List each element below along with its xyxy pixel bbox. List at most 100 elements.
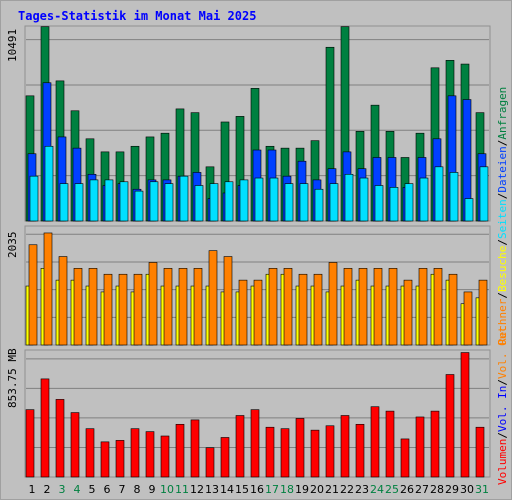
bar-seiten [464, 198, 474, 222]
right-legend-volume: Volumen/Vol. In/Vol. Out [496, 326, 509, 485]
day-label: 10 [160, 483, 174, 496]
day-label: 25 [385, 483, 399, 496]
bar-volumen [310, 429, 320, 478]
bar-rechner [88, 268, 98, 346]
bar-seiten [134, 190, 144, 222]
right-legend-requests-visits-part: / [496, 239, 509, 246]
bar-volumen [325, 425, 335, 478]
bar-seiten [74, 183, 84, 222]
bar-volumen [340, 415, 350, 478]
right-legend-volume-part: Vol. In [496, 386, 509, 432]
bar-seiten [164, 183, 174, 222]
bar-seiten [59, 183, 69, 222]
right-legend-requests-visits-part: Dateien [496, 146, 509, 192]
bar-volumen [475, 426, 485, 478]
bar-rechner [148, 262, 158, 346]
day-label: 12 [190, 483, 204, 496]
bar-volumen [190, 419, 200, 478]
day-label: 9 [149, 483, 156, 496]
bar-rechner [433, 268, 443, 346]
right-legend-requests-visits-part: Besuche [496, 246, 509, 292]
right-legend-requests-visits-part: / [496, 140, 509, 147]
bar-seiten [419, 177, 429, 222]
bar-seiten [344, 173, 354, 222]
day-label: 20 [310, 483, 324, 496]
day-label: 21 [325, 483, 339, 496]
bar-rechner [463, 291, 473, 346]
volume-ytick-label: 853.75 MB [6, 348, 19, 408]
bar-volumen [70, 412, 80, 478]
bar-volumen [250, 409, 260, 478]
bar-rechner [328, 262, 338, 346]
bar-volumen [175, 423, 185, 478]
bar-rechner [223, 256, 233, 346]
day-label: 8 [134, 483, 141, 496]
bar-volumen [40, 378, 50, 478]
right-legend-volume-part: Vol. Out [496, 326, 509, 379]
bar-seiten [449, 172, 459, 222]
visits-ytick-label: 2035 [6, 232, 19, 259]
bar-rechner [373, 268, 383, 346]
chart-title: Tages-Statistik im Monat Mai 2025 [18, 9, 256, 23]
bar-seiten [479, 166, 489, 222]
bar-volumen [415, 416, 425, 478]
bar-volumen [115, 440, 125, 478]
bar-seiten [194, 185, 204, 222]
bar-rechner [448, 273, 458, 346]
bar-seiten [239, 179, 249, 222]
bar-seiten [29, 175, 39, 222]
day-label: 16 [250, 483, 264, 496]
right-legend-volume-part: / [496, 432, 509, 439]
bar-seiten [434, 166, 444, 222]
day-label: 14 [220, 483, 234, 496]
day-label: 24 [370, 483, 384, 496]
bar-volumen [25, 409, 35, 478]
day-label: 19 [295, 483, 309, 496]
bar-rechner [73, 268, 83, 346]
bar-rechner [268, 268, 278, 346]
bar-rechner [133, 273, 143, 346]
bar-volumen [460, 352, 470, 478]
bar-seiten [359, 177, 369, 222]
bar-volumen [235, 415, 245, 478]
bar-rechner [403, 279, 413, 346]
bar-volumen [400, 438, 410, 478]
bar-seiten [89, 179, 99, 222]
bar-rechner [298, 273, 308, 346]
bar-volumen [130, 428, 140, 478]
bar-rechner [163, 268, 173, 346]
bar-seiten [209, 183, 219, 222]
bar-rechner [313, 273, 323, 346]
bar-rechner [193, 268, 203, 346]
bar-volumen [445, 374, 455, 478]
right-legend-requests-visits: Rechner/Besuche/Seiten/Dateien/Anfragen [496, 87, 509, 345]
bar-rechner [58, 256, 68, 346]
bar-rechner [238, 279, 248, 346]
right-legend-requests-visits-part: Anfragen [496, 87, 509, 140]
right-legend-requests-visits-part: Seiten [496, 199, 509, 239]
bar-rechner [178, 268, 188, 346]
bar-seiten [284, 183, 294, 222]
right-legend-requests-visits-part: / [496, 193, 509, 200]
bar-rechner [103, 273, 113, 346]
day-label: 4 [74, 483, 81, 496]
day-label: 17 [265, 483, 279, 496]
bar-volumen [280, 428, 290, 478]
day-label: 1 [29, 483, 36, 496]
day-label: 7 [119, 483, 126, 496]
bar-seiten [104, 179, 114, 222]
day-label: 13 [205, 483, 219, 496]
day-label: 6 [104, 483, 111, 496]
bar-seiten [269, 177, 279, 222]
bar-volumen [55, 399, 65, 478]
day-label: 22 [340, 483, 354, 496]
bar-seiten [314, 188, 324, 222]
right-legend-requests-visits-part: / [496, 292, 509, 299]
bar-seiten [44, 145, 54, 222]
day-label: 18 [280, 483, 294, 496]
bar-seiten [299, 183, 309, 222]
day-label: 29 [445, 483, 459, 496]
bar-rechner [388, 268, 398, 346]
